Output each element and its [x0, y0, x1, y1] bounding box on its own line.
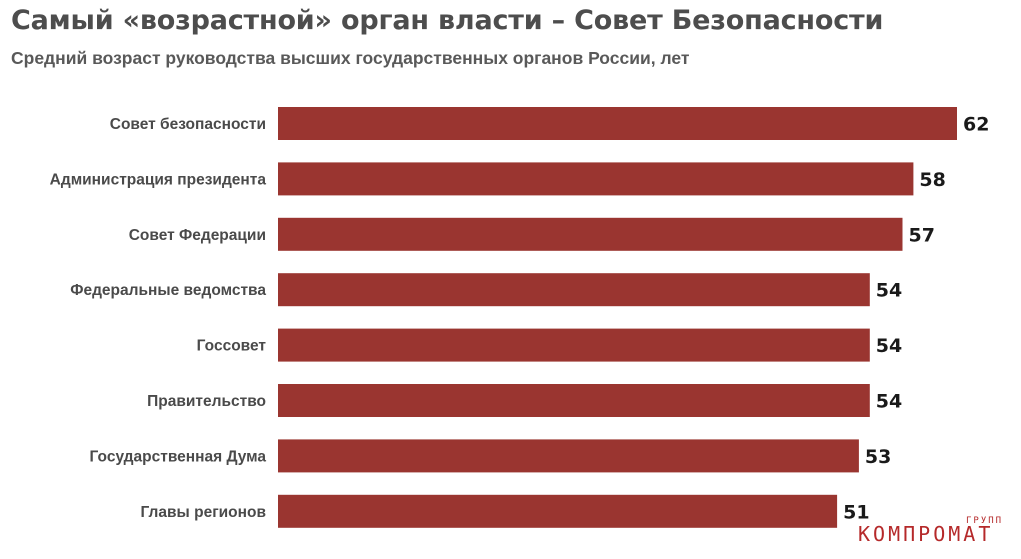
category-label: Федеральные ведомства — [70, 282, 266, 299]
bar — [278, 217, 903, 251]
bar — [278, 328, 870, 362]
value-label: 54 — [876, 280, 902, 302]
chart-subtitle: Средний возраст руководства высших госуд… — [11, 48, 690, 68]
value-label: 57 — [909, 224, 935, 246]
value-label: 54 — [876, 391, 902, 413]
value-label: 54 — [876, 335, 902, 357]
watermark-logo: ГРУПП КОМПРОМАТ — [858, 512, 1018, 556]
bar — [278, 384, 870, 417]
watermark-small-text: ГРУПП — [966, 516, 1004, 526]
bar — [278, 494, 838, 528]
value-label: 51 — [843, 501, 869, 523]
category-label: Госсовет — [197, 338, 267, 355]
category-label: Государственная Дума — [90, 448, 267, 465]
bar — [278, 162, 914, 196]
value-label: 53 — [865, 446, 891, 468]
watermark-main-text: КОМПРОМАТ — [858, 522, 994, 546]
category-label: Правительство — [147, 393, 266, 410]
category-label: Главы регионов — [141, 504, 266, 521]
bar — [278, 273, 870, 307]
category-label: Администрация президента — [50, 171, 267, 188]
category-label: Совет безопасности — [110, 116, 266, 133]
category-label: Совет Федерации — [129, 227, 266, 244]
bar — [278, 439, 859, 473]
value-label: 62 — [963, 114, 989, 136]
chart-title: Самый «возрастной» орган власти – Совет … — [11, 5, 884, 36]
bar — [278, 107, 957, 140]
value-label: 58 — [919, 169, 945, 191]
